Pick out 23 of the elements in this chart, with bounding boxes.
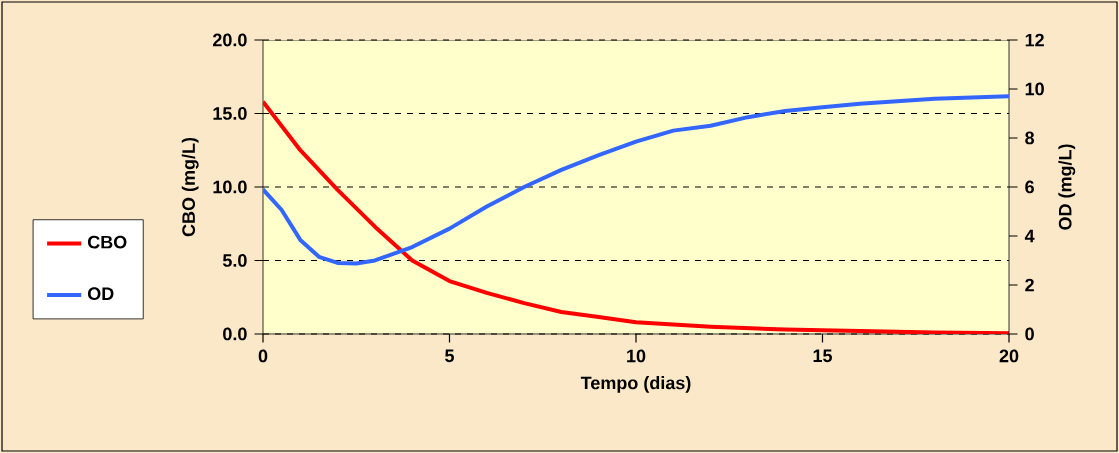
x-tick-label: 10: [627, 349, 646, 363]
x-tick-label: 0: [258, 349, 268, 363]
y2-tick-label: 6: [1025, 180, 1034, 194]
y2-axis-title: OD (mg/L): [1058, 144, 1076, 230]
line-series: [263, 94, 1009, 266]
y-tick-label: 20.0: [213, 33, 247, 47]
y2-tick-label: 4: [1024, 229, 1035, 243]
y-axis-title: CBO (mg/L): [181, 137, 199, 237]
y2-tick-label: 10: [1025, 82, 1044, 96]
x-tick-label: 5: [445, 349, 454, 363]
y-tick-label: 15.0: [213, 107, 247, 120]
y-tick-label: 5.0: [222, 254, 247, 267]
x-tick-label: 15: [813, 349, 832, 363]
y2-tick-label: 12: [1025, 33, 1044, 47]
legend-label: OD: [88, 287, 114, 301]
x-axis-title: Tempo (dias): [580, 376, 691, 393]
legend-label: CBO: [88, 235, 127, 249]
x-tick-label: 20: [999, 349, 1019, 363]
y2-tick-label: 8: [1025, 131, 1035, 145]
y2-tick-label: 2: [1025, 278, 1034, 292]
y2-tick-label: 0: [1025, 327, 1034, 341]
y-tick-label: 10.0: [213, 180, 247, 194]
y-tick-label: 0.0: [223, 327, 247, 341]
